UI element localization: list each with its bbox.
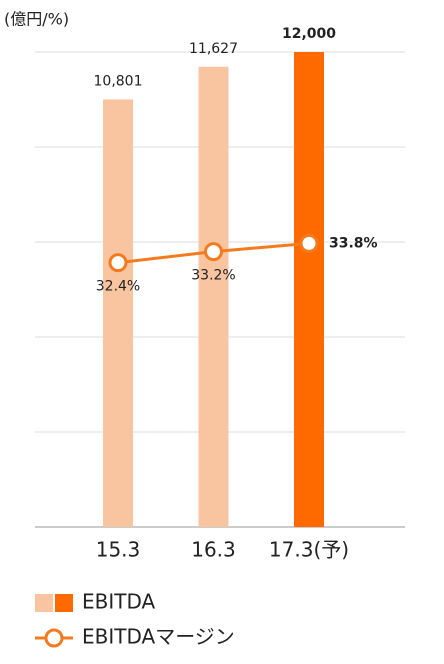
x-tick-label: 16.3 — [191, 538, 236, 562]
marker — [204, 242, 223, 262]
bar-value-label: 12,000 — [282, 26, 336, 42]
bar — [294, 52, 324, 527]
line-value-label: 32.4% — [96, 279, 140, 295]
x-tick-label: 17.3(予) — [269, 538, 349, 562]
marker — [108, 253, 128, 273]
legend-marker — [44, 628, 64, 648]
line-value-label: 33.8% — [329, 235, 378, 251]
bar — [198, 66, 229, 527]
line-value-label: 33.2% — [191, 268, 235, 284]
legend-label: EBITDAマージン — [82, 625, 235, 649]
legend-swatch — [35, 594, 53, 612]
bar-value-label: 11,627 — [189, 41, 238, 57]
x-tick-label: 15.3 — [96, 538, 141, 562]
marker — [299, 233, 319, 253]
bar — [103, 99, 133, 527]
legend-swatch — [55, 594, 73, 612]
y-axis-label: (億円/%) — [4, 10, 69, 29]
legend-label: EBITDA — [82, 590, 156, 614]
bar-value-label: 10,801 — [94, 73, 143, 89]
